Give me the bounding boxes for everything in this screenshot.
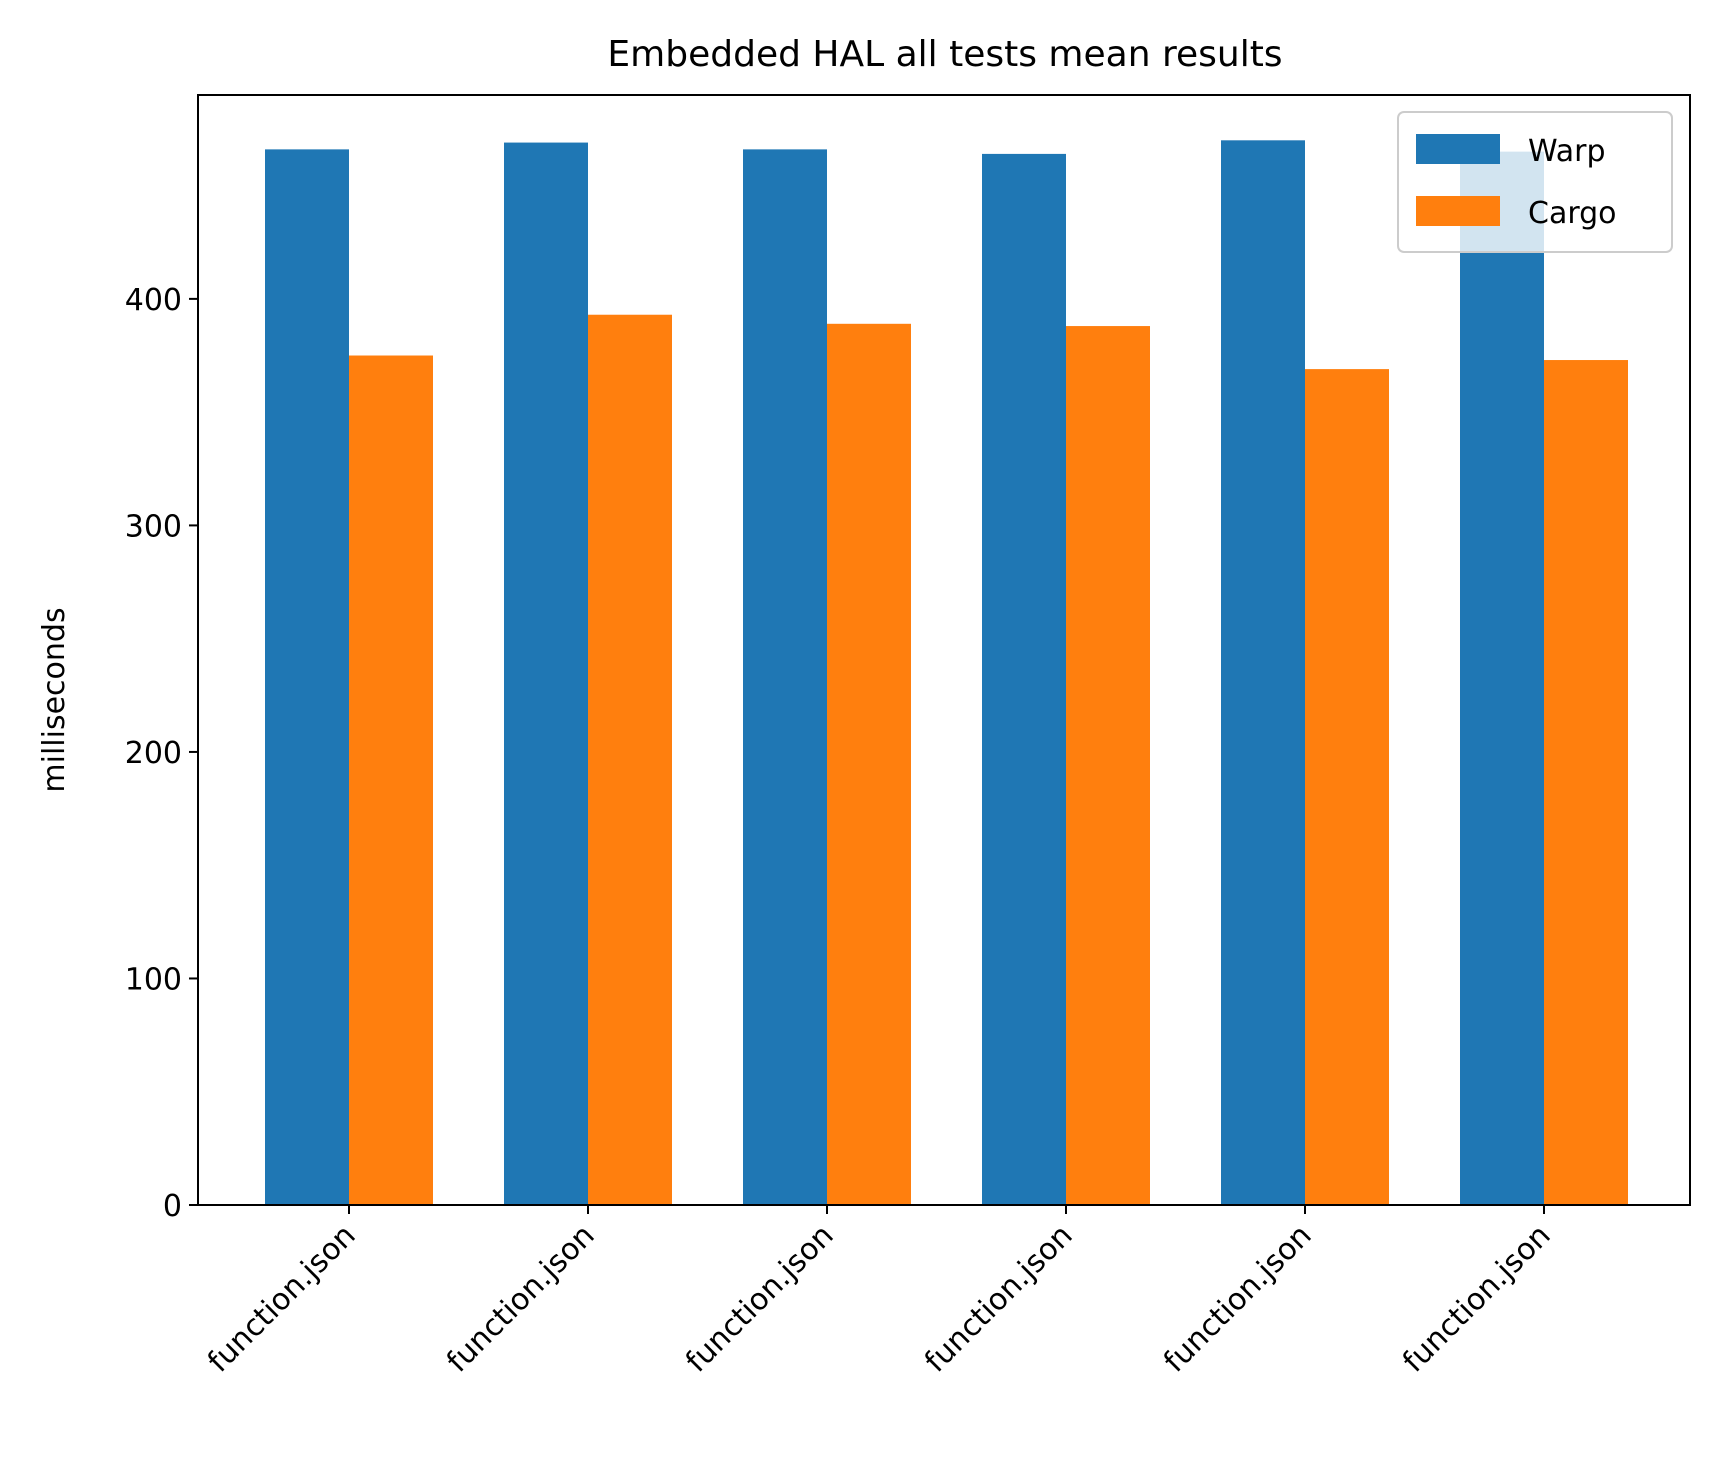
bar-cargo-4 bbox=[1066, 326, 1150, 1205]
chart-title: Embedded HAL all tests mean results bbox=[607, 34, 1282, 75]
x-tick-label: function.json bbox=[918, 1218, 1080, 1380]
y-axis-label: milliseconds bbox=[37, 607, 72, 792]
bar-warp-2 bbox=[504, 142, 588, 1206]
bar-warp-6 bbox=[1460, 151, 1544, 1205]
plot-frame bbox=[197, 94, 1691, 1206]
x-tick-label: function.json bbox=[440, 1218, 602, 1380]
bar-warp-3 bbox=[743, 149, 827, 1206]
bar-cargo-5 bbox=[1305, 369, 1389, 1205]
x-axis: function.json function.json function.json f… bbox=[201, 1205, 1558, 1379]
bar-warp-4 bbox=[982, 153, 1066, 1206]
y-tick-label: 400 bbox=[125, 283, 182, 318]
x-tick-label: function.json bbox=[1396, 1218, 1558, 1380]
legend-label-cargo: Cargo bbox=[1528, 196, 1617, 231]
legend-swatch-cargo bbox=[1416, 196, 1500, 226]
x-tick-label: function.json bbox=[679, 1218, 841, 1380]
legend-swatch-warp bbox=[1416, 134, 1500, 164]
bar-warp-1 bbox=[265, 149, 349, 1206]
y-tick-label: 200 bbox=[125, 736, 182, 771]
bar-cargo-3 bbox=[827, 323, 911, 1206]
y-tick-label: 300 bbox=[125, 509, 182, 544]
bar-cargo-1 bbox=[349, 355, 433, 1205]
legend-box bbox=[1397, 111, 1673, 253]
bars-layer bbox=[265, 140, 1628, 1206]
x-tick-label: function.json bbox=[1157, 1218, 1319, 1380]
bar-warp-5 bbox=[1221, 140, 1305, 1205]
bar-cargo-2 bbox=[588, 314, 672, 1205]
x-tick-label: function.json bbox=[201, 1218, 363, 1380]
bar-cargo-6 bbox=[1544, 360, 1628, 1206]
y-axis: 0 100 200 300 400 bbox=[125, 283, 198, 1224]
y-tick-label: 100 bbox=[125, 962, 182, 997]
legend-label-warp: Warp bbox=[1528, 134, 1606, 169]
y-tick-label: 0 bbox=[163, 1189, 182, 1224]
legend: Warp Cargo bbox=[1397, 111, 1673, 253]
